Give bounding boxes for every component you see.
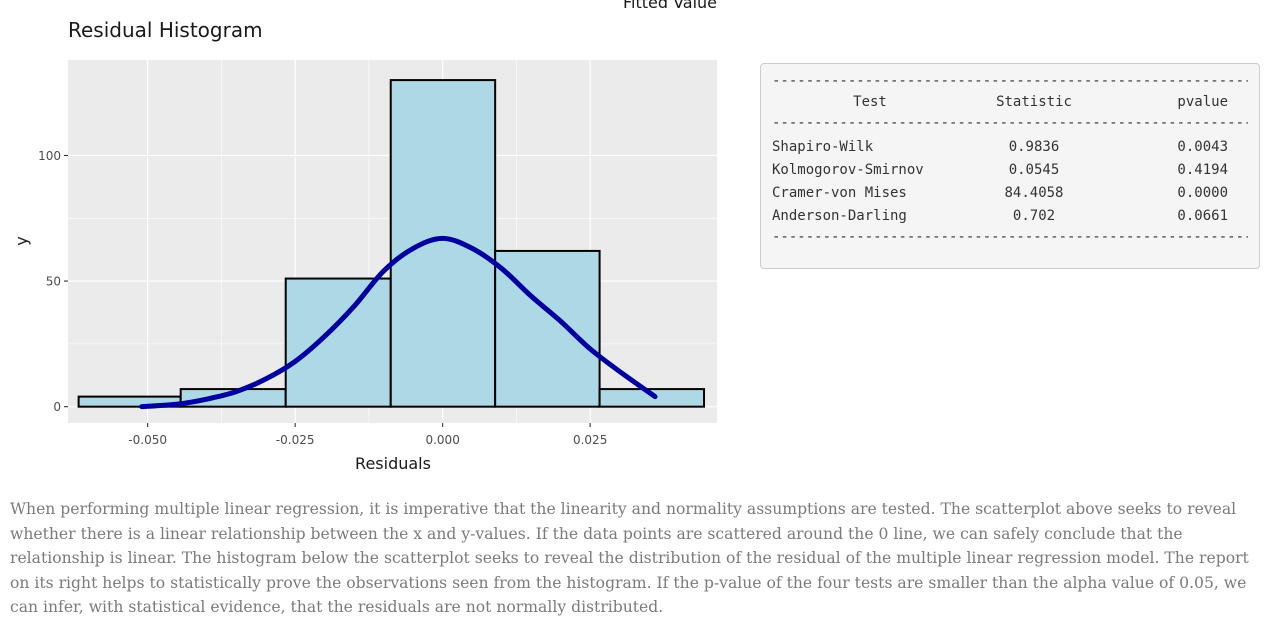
report-row: Shapiro-Wilk 0.9836 0.0043 (772, 136, 1248, 159)
test-pvalue: 0.4194 (1177, 162, 1228, 178)
x-tick-label: 0.000 (425, 433, 459, 447)
y-tick-label: 100 (38, 149, 61, 163)
x-tick-label: 0.025 (573, 433, 607, 447)
y-tick-label: 50 (46, 275, 61, 289)
y-axis: 0 50 100 (38, 149, 68, 414)
test-name: Shapiro-Wilk (772, 139, 874, 155)
test-name: Cramer-von Mises (772, 185, 907, 201)
test-statistic: 0.9836 (1008, 139, 1060, 155)
test-name: Kolmogorov-Smirnov (772, 162, 924, 178)
y-tick-label: 0 (53, 400, 61, 414)
test-name: Anderson-Darling (772, 208, 907, 224)
report-header-row: Test Statistic pvalue (772, 88, 1248, 116)
normality-test-report: ----------------------------------------… (760, 63, 1260, 269)
histogram-bars (77, 79, 706, 408)
test-statistic: 0.0545 (1008, 162, 1060, 178)
test-pvalue: 0.0000 (1177, 185, 1228, 201)
x-axis-label: Residuals (355, 454, 431, 473)
normal-density-curve (139, 235, 658, 410)
x-tick-label: -0.050 (128, 433, 167, 447)
header-test: Test (853, 94, 887, 110)
x-axis: -0.050 -0.025 0.000 0.025 (128, 423, 607, 447)
y-axis-label: y (12, 236, 31, 245)
report-divider: ----------------------------------------… (772, 116, 1248, 130)
report-row: Kolmogorov-Smirnov 0.0545 0.4194 (772, 159, 1248, 182)
test-pvalue: 0.0661 (1177, 208, 1228, 224)
test-statistic: 0.702 (1012, 208, 1056, 224)
histogram-bar (598, 388, 706, 408)
header-pvalue: pvalue (1177, 94, 1228, 110)
report-divider: ----------------------------------------… (772, 74, 1248, 88)
histogram-bar (284, 277, 392, 408)
chart-title: Residual Histogram (68, 18, 263, 42)
residual-histogram-chart: 0 50 100 -0.050 -0.025 0.000 0.025 y Residual… (12, 60, 717, 473)
previous-chart-x-axis-label: Fitted Value (622, 0, 718, 12)
explanation-paragraph: When performing multiple linear regressi… (10, 500, 1249, 616)
histogram-bar (389, 79, 497, 408)
x-tick-label: -0.025 (276, 433, 315, 447)
test-pvalue: 0.0043 (1177, 139, 1228, 155)
report-divider: ----------------------------------------… (772, 230, 1248, 244)
report-row: Cramer-von Mises 84.4058 0.0000 (772, 182, 1248, 205)
test-statistic: 84.4058 (1004, 185, 1064, 201)
header-statistic: Statistic (996, 94, 1072, 110)
report-row: Anderson-Darling 0.702 0.0661 (772, 205, 1248, 228)
